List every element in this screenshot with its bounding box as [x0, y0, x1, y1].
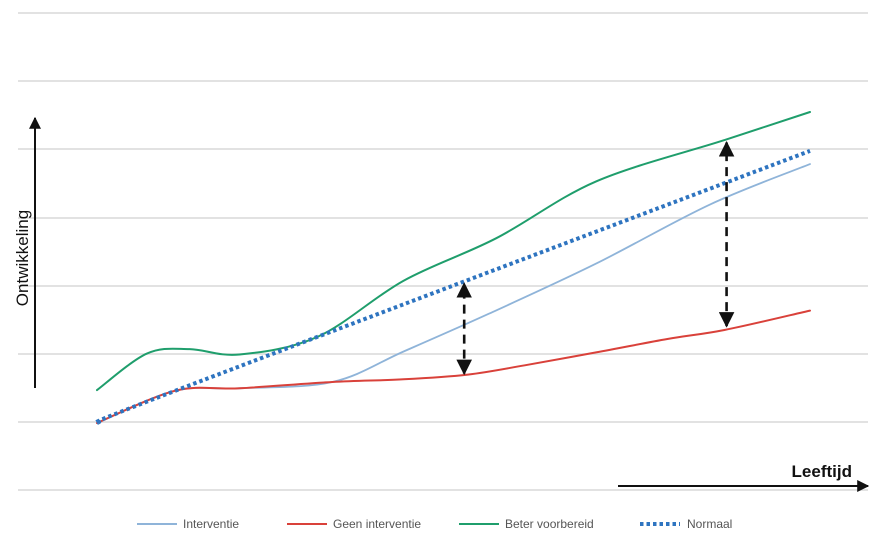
legend-label-normaal: Normaal [687, 517, 732, 531]
legend-label-beter-voorbereid: Beter voorbereid [505, 517, 594, 531]
annotations [456, 140, 735, 376]
x-axis-label: Leeftijd [792, 462, 852, 481]
series-lines [94, 111, 811, 425]
legend-label-interventie: Interventie [183, 517, 239, 531]
series-line-geen-interventie [96, 309, 811, 424]
legend: Interventie Geen interventie Beter voorber… [137, 517, 732, 531]
series-line-normaal [94, 149, 811, 425]
axes: Ontwikkeling Leeftijd [13, 116, 870, 492]
gridlines [18, 12, 868, 491]
y-axis-label: Ontwikkeling [13, 210, 32, 306]
series-line-interventie [96, 163, 811, 424]
legend-label-geen-interventie: Geen interventie [333, 517, 421, 531]
series-line-beter-voorbereid [96, 111, 811, 392]
